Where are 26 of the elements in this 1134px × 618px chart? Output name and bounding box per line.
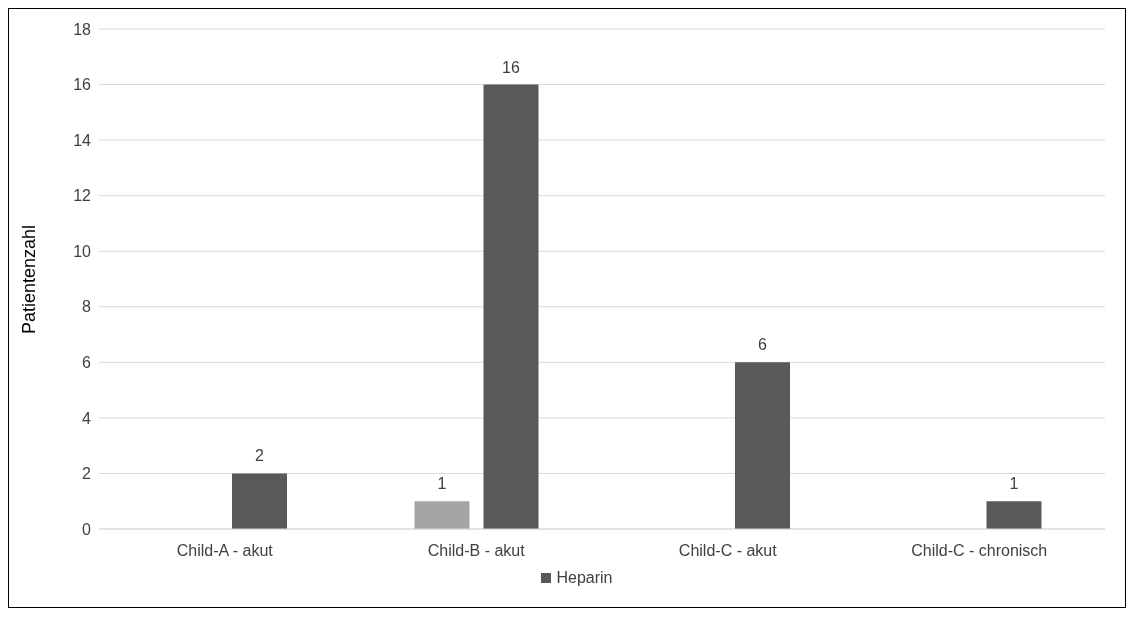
- y-tick-label: 10: [73, 242, 92, 260]
- data-label: 1: [1009, 475, 1019, 493]
- bar: [232, 473, 287, 529]
- x-tick-label: Child-B - akut: [427, 542, 526, 560]
- y-tick-label: 12: [73, 187, 92, 205]
- legend-label: Heparin: [556, 569, 613, 587]
- data-label: 1: [437, 475, 447, 493]
- x-tick-label: Child-A - akut: [176, 542, 274, 560]
- y-tick-label: 2: [82, 465, 92, 483]
- bar: [483, 84, 539, 529]
- y-tick-label: 8: [82, 298, 92, 316]
- y-tick-label: 16: [73, 76, 92, 94]
- y-tick-label: 0: [82, 520, 92, 538]
- y-tick-label: 18: [73, 20, 92, 38]
- bar: [986, 501, 1042, 529]
- bar: [735, 362, 790, 529]
- x-tick-label: Child-C - akut: [678, 542, 778, 560]
- y-tick-label: 4: [82, 409, 92, 427]
- y-axis-title: Patientenzahl: [19, 224, 40, 334]
- bar: [414, 501, 470, 529]
- y-tick-label: 6: [82, 354, 92, 372]
- x-tick-label: Child-C - chronisch: [911, 542, 1048, 560]
- data-label: 2: [255, 447, 265, 465]
- y-tick-label: 14: [73, 131, 92, 149]
- data-label: 16: [502, 58, 520, 76]
- data-label: 6: [758, 336, 768, 354]
